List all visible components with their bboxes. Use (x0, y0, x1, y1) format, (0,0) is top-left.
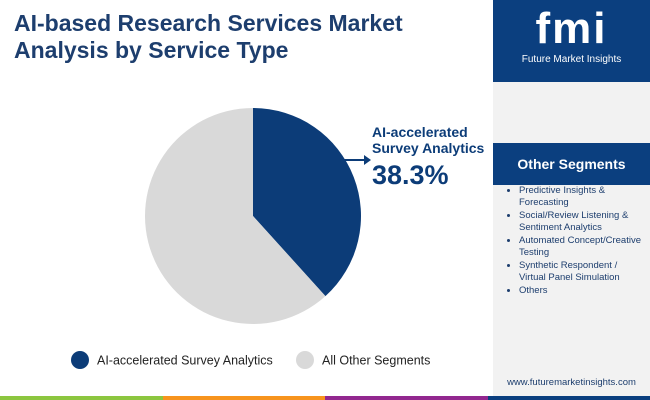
strip-segment (325, 396, 488, 400)
pie-slice (145, 108, 326, 324)
brand-name: Future Market Insights (521, 54, 622, 65)
segments-heading: Other Segments (493, 143, 650, 185)
legend-label: AI-accelerated Survey Analytics (97, 353, 273, 367)
strip-segment (162, 396, 325, 400)
segment-item: Others (519, 285, 644, 297)
logo: fmi Future Market Insights (493, 0, 650, 82)
website-url: www.futuremarketinsights.com (507, 377, 636, 388)
logo-mark: fmi (535, 4, 608, 53)
chart-title: AI-based Research Services Market Analys… (14, 10, 403, 63)
segment-item: Predictive Insights & Forecasting (519, 185, 644, 208)
color-strip (0, 396, 650, 400)
legend-label: All Other Segments (322, 353, 430, 367)
strip-segment (487, 396, 650, 400)
segments-list: Predictive Insights & ForecastingSocial/… (493, 185, 650, 299)
segment-item: Synthetic Respondent / Virtual Panel Sim… (519, 260, 644, 283)
pie-slice (253, 108, 362, 297)
sidebar: fmi Future Market Insights Other Segment… (493, 0, 650, 400)
segment-item: Automated Concept/Creative Testing (519, 235, 644, 258)
strip-segment (0, 396, 163, 400)
data-label: 38.3% (372, 160, 449, 190)
legend-swatch (296, 351, 314, 369)
segment-item: Social/Review Listening & Sentiment Anal… (519, 210, 644, 233)
annotation-label: AI-accelerated Survey Analytics (372, 124, 485, 156)
annotation-arrowhead (364, 155, 371, 165)
legend-swatch (71, 351, 89, 369)
chart: AI-accelerated Survey Analytics All Other… (71, 108, 430, 369)
